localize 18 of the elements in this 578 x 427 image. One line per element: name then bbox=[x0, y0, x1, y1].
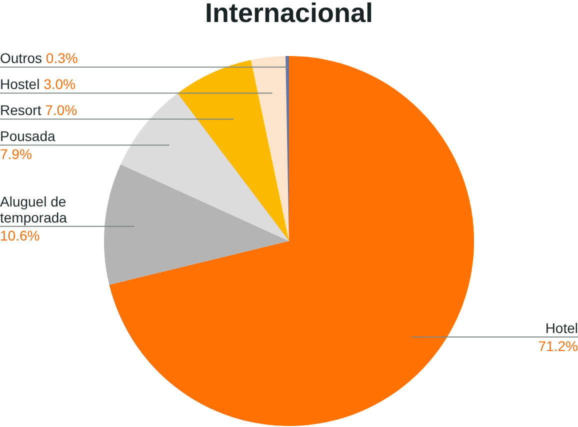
slice-label: Pousada bbox=[0, 128, 56, 144]
pie-slice bbox=[177, 60, 289, 241]
data-label: 7.9% bbox=[0, 146, 32, 162]
pie-slice bbox=[104, 164, 289, 285]
slice-label: Hostel bbox=[0, 76, 40, 92]
chart-title: Internacional bbox=[204, 0, 374, 28]
slice-label: Outros bbox=[0, 50, 42, 66]
data-label: 3.0% bbox=[44, 76, 76, 92]
data-label: 71.2% bbox=[538, 338, 578, 354]
slice-label: Aluguel de temporada bbox=[0, 193, 68, 226]
pie-slice bbox=[120, 93, 289, 241]
data-label: 7.0% bbox=[45, 102, 78, 118]
pie-slice bbox=[109, 56, 474, 426]
slice-label: Hotel bbox=[545, 320, 578, 336]
data-label: 10.6% bbox=[0, 227, 40, 244]
data-label: 0.3% bbox=[46, 50, 78, 66]
slice-label: Resort bbox=[0, 102, 42, 118]
pie-slice bbox=[250, 56, 289, 241]
